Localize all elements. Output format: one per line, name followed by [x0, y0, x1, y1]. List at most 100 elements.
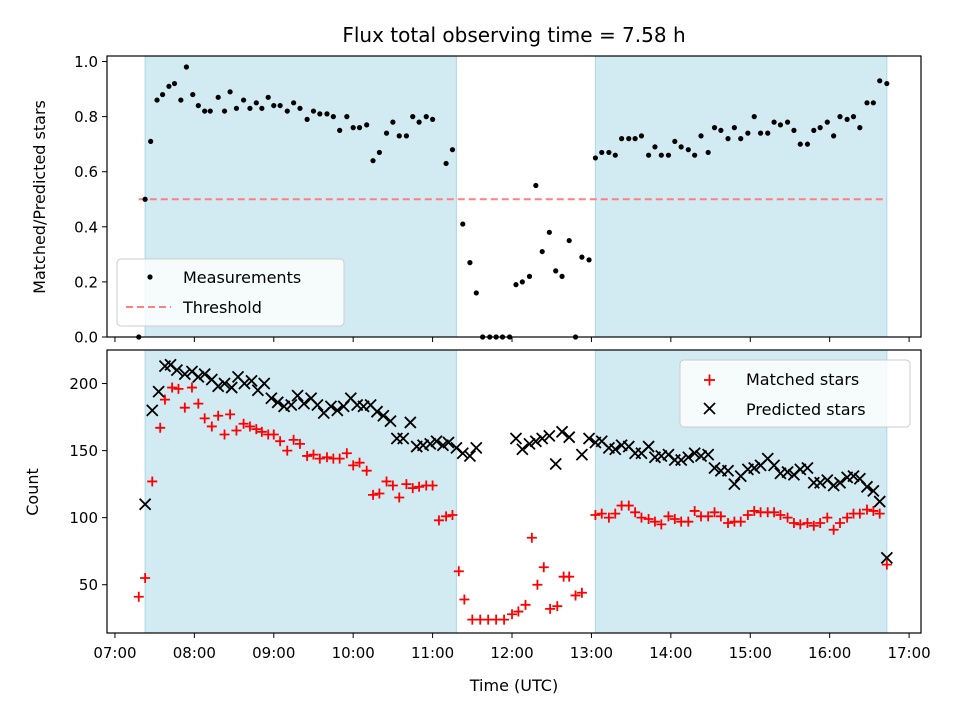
matched-stars-point-4 — [159, 394, 170, 405]
matched-stars-point-45 — [427, 480, 438, 491]
measurements-point-4 — [159, 91, 166, 98]
measurements-point-38 — [376, 149, 382, 156]
ratio-observing-interval-1 — [594, 55, 888, 338]
legend-matched-label: Matched stars — [746, 370, 859, 389]
measurements-point-84 — [692, 152, 698, 158]
measurements-point-33 — [344, 114, 350, 120]
counts-panel-frame — [106, 349, 922, 634]
measurements-point-70 — [599, 149, 605, 156]
measurements-point-96 — [771, 119, 777, 125]
measurements-point-59 — [526, 273, 533, 279]
measurements-point-16 — [233, 105, 240, 111]
matched-stars-point-88 — [723, 518, 734, 529]
measurements-point-71 — [606, 149, 612, 156]
ratio-y-axis-label: Matched/Predicted stars — [30, 100, 49, 294]
matched-stars-point-70 — [603, 512, 614, 523]
measurements-point-105 — [831, 133, 837, 139]
predicted-stars-point-77 — [688, 447, 701, 460]
measurements-point-9 — [190, 91, 196, 98]
x-tick-label: 13:00 — [570, 644, 613, 662]
measurements-point-80 — [665, 152, 672, 158]
x-tick-label: 17:00 — [887, 644, 930, 662]
measurements-point-45 — [423, 114, 429, 120]
matched-stars-point-2 — [147, 476, 158, 487]
predicted-stars-point-37 — [384, 414, 397, 428]
matched-stars-point-9 — [193, 398, 204, 409]
predicted-stars-point-53 — [523, 437, 536, 451]
measurements-point-75 — [632, 136, 638, 142]
measurements-point-49 — [460, 221, 466, 227]
measurements-point-27 — [304, 116, 310, 122]
matched-stars-point-42 — [407, 483, 418, 494]
matched-stars-point-36 — [368, 489, 379, 500]
matched-stars-point-100 — [802, 518, 813, 529]
predicted-stars-point-104 — [867, 484, 880, 497]
matched-stars-point-86 — [709, 507, 720, 518]
matched-stars-point-50 — [459, 594, 470, 605]
legend-predicted-marker — [703, 402, 716, 415]
predicted-stars-point-99 — [833, 476, 847, 489]
measurements-point-95 — [765, 130, 771, 136]
measurements-point-108 — [850, 114, 857, 120]
predicted-stars-point-82 — [721, 464, 735, 477]
measurements-point-42 — [403, 133, 409, 139]
matched-stars-point-33 — [348, 460, 359, 471]
measurements-point-10 — [195, 102, 201, 109]
matched-stars-point-34 — [354, 457, 365, 468]
measurements-point-11 — [202, 108, 208, 114]
matched-stars-point-111 — [874, 508, 885, 519]
ratio-y-tick-label: 0.0 — [74, 329, 98, 347]
predicted-stars-point-40 — [404, 416, 417, 429]
measurements-point-2 — [148, 138, 154, 145]
matched-stars-point-55 — [499, 614, 510, 625]
matched-stars-point-91 — [742, 509, 753, 520]
x-tick-label: 14:00 — [649, 644, 692, 662]
predicted-stars-point-39 — [397, 432, 410, 445]
matched-stars-point-74 — [630, 507, 641, 518]
matched-stars-point-22 — [275, 436, 286, 447]
measurements-point-21 — [265, 94, 271, 100]
matched-stars-point-0 — [133, 591, 144, 602]
ratio-y-tick-label: 1.0 — [74, 53, 98, 71]
matched-stars-point-43 — [414, 481, 425, 492]
measurements-point-12 — [207, 108, 213, 114]
matched-stars-point-95 — [769, 507, 780, 518]
predicted-stars-point-19 — [265, 392, 278, 405]
x-tick-label: 15:00 — [729, 644, 772, 662]
predicted-stars-point-43 — [424, 437, 437, 451]
measurements-point-40 — [390, 119, 396, 125]
measurements-point-98 — [784, 119, 791, 125]
matched-stars-point-10 — [199, 413, 210, 424]
matched-stars-point-66 — [570, 590, 581, 601]
measurements-point-90 — [731, 125, 737, 131]
predicted-stars-point-13 — [225, 381, 238, 394]
matched-stars-point-106 — [842, 512, 853, 523]
matched-stars-point-47 — [441, 511, 452, 522]
predicted-stars-point-8 — [192, 370, 205, 383]
predicted-stars-point-86 — [748, 461, 761, 475]
matched-stars-point-96 — [775, 509, 786, 520]
predicted-stars-point-46 — [442, 436, 455, 449]
measurements-point-88 — [718, 127, 724, 133]
predicted-stars-point-98 — [827, 479, 840, 492]
matched-stars-point-60 — [532, 579, 543, 590]
matched-stars-point-29 — [321, 452, 332, 463]
matched-stars-point-11 — [206, 421, 217, 432]
chart-title: Flux total observing time = 7.58 h — [342, 23, 685, 47]
ratio-legend-box — [116, 258, 345, 327]
measurements-point-13 — [215, 94, 221, 100]
predicted-stars-point-23 — [291, 389, 304, 402]
measurements-point-48 — [449, 147, 456, 153]
legend-predicted-label: Predicted stars — [746, 400, 866, 419]
measurements-point-113 — [884, 80, 890, 87]
matched-stars-point-31 — [334, 453, 345, 464]
matched-stars-point-41 — [401, 479, 412, 490]
measurements-point-112 — [877, 78, 883, 84]
matched-stars-point-38 — [381, 476, 392, 487]
matched-stars-point-109 — [861, 504, 872, 515]
measurements-point-34 — [350, 125, 356, 131]
predicted-stars-point-96 — [814, 476, 827, 489]
measurements-point-69 — [592, 155, 599, 161]
measurements-point-87 — [711, 125, 718, 131]
counts-y-tick-label: 150 — [69, 442, 98, 460]
